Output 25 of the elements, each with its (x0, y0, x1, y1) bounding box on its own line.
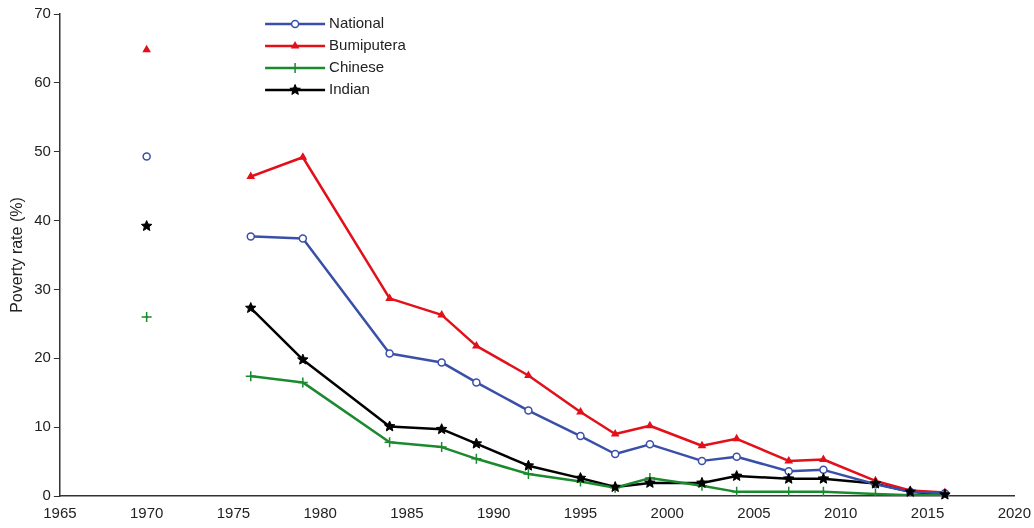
y-tick-label: 20 (34, 348, 51, 366)
y-tick-label: 70 (34, 4, 51, 22)
y-tick-label: 40 (34, 210, 51, 228)
y-tick-label: 30 (34, 279, 51, 297)
x-tick-label: 1975 (216, 504, 251, 522)
y-tick-label: 10 (34, 417, 51, 435)
x-tick-label: 1965 (43, 504, 77, 522)
legend-label: National (329, 14, 385, 32)
x-tick-label: 1985 (390, 504, 424, 522)
x-tick-label: 2000 (650, 504, 684, 522)
x-tick-label: 2010 (824, 504, 858, 522)
y-tick-label: 50 (34, 141, 51, 159)
x-tick-label: 1970 (129, 504, 164, 522)
legend-label: Bumiputera (329, 36, 407, 54)
legend-label: Indian (329, 80, 370, 98)
x-tick-label: 1990 (477, 504, 511, 522)
y-axis-title: Poverty rate (%) (8, 197, 26, 313)
x-tick-label: 2015 (910, 504, 945, 522)
x-tick-label: 1995 (563, 504, 598, 522)
x-tick-label: 2020 (997, 504, 1031, 522)
y-tick-label: 0 (42, 486, 51, 504)
y-tick-label: 60 (34, 73, 51, 90)
x-tick-label: 2005 (737, 504, 771, 522)
legend-label: Chinese (329, 58, 385, 76)
x-tick-label: 1980 (303, 504, 337, 522)
